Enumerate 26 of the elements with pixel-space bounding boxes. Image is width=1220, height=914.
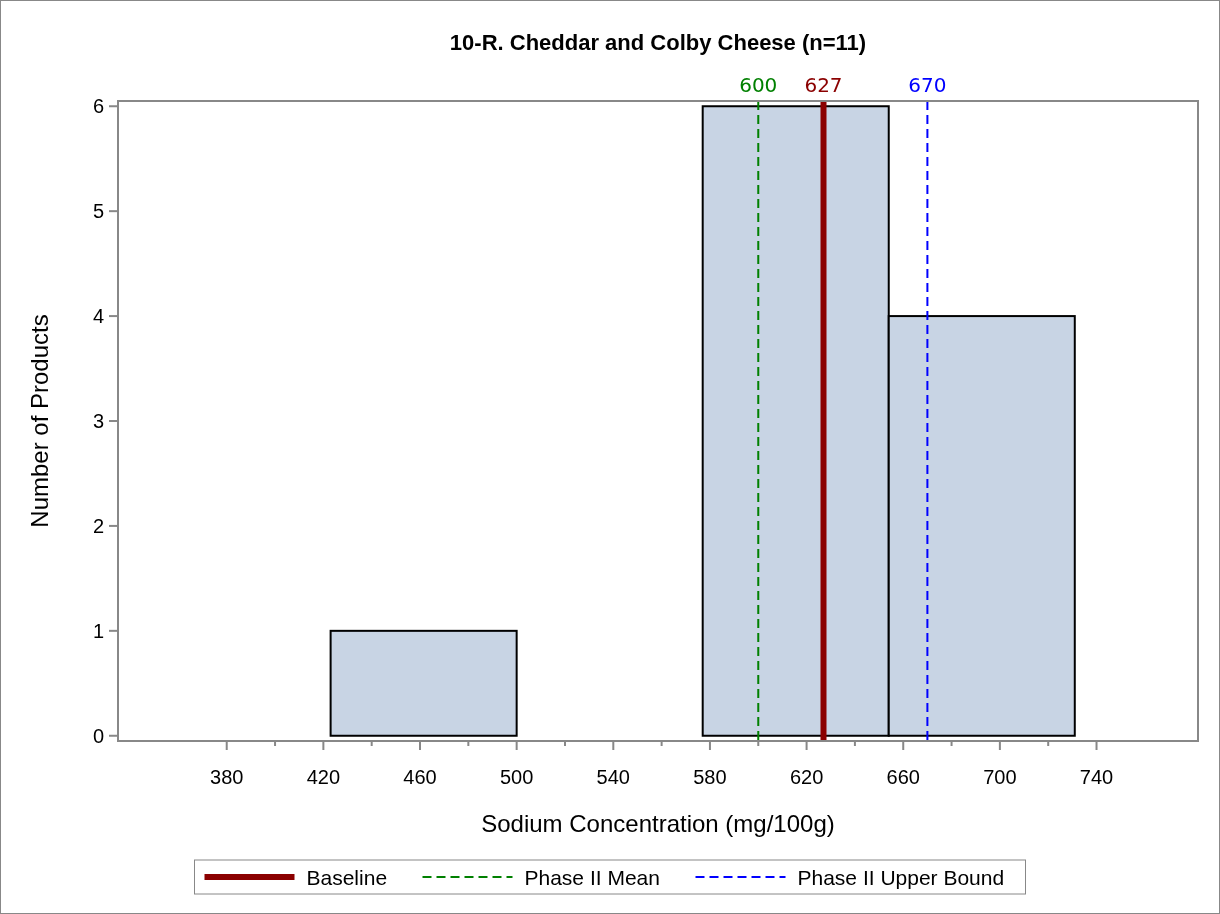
text: 627 <box>804 73 843 97</box>
y-tick-label: 5 <box>92 200 104 223</box>
text: 670 <box>908 73 947 97</box>
legend-label: Baseline <box>306 866 388 889</box>
legend-label: Phase II Mean <box>524 866 660 889</box>
legend-label: Phase II Upper Bound <box>797 866 1005 889</box>
x-tick-label: 740 <box>1079 766 1114 788</box>
y-axis-title: Number of Products <box>26 314 53 528</box>
chart-title: 10-R. Cheddar and Colby Cheese (n=11) <box>449 30 867 55</box>
x-tick-label: 500 <box>499 766 534 788</box>
x-tick-label: 460 <box>403 766 437 788</box>
x-tick-label: 380 <box>210 766 244 788</box>
y-tick-label: 3 <box>92 410 104 432</box>
y-tick-label: 1 <box>92 619 104 642</box>
y-tick-label: 4 <box>92 305 104 328</box>
y-tick-label: 0 <box>92 724 104 747</box>
x-axis-title: Sodium Concentration (mg/100g) <box>481 810 835 837</box>
x-tick-label: 420 <box>306 766 341 788</box>
x-tick-label: 620 <box>789 766 824 788</box>
x-tick-label: 660 <box>886 766 920 788</box>
x-tick-label: 700 <box>983 766 1017 788</box>
y-tick-label: 6 <box>92 95 104 118</box>
x-tick-label: 580 <box>693 766 727 788</box>
text: 600 <box>739 73 778 97</box>
y-tick-label: 2 <box>92 514 104 537</box>
x-tick-label: 540 <box>596 766 630 788</box>
